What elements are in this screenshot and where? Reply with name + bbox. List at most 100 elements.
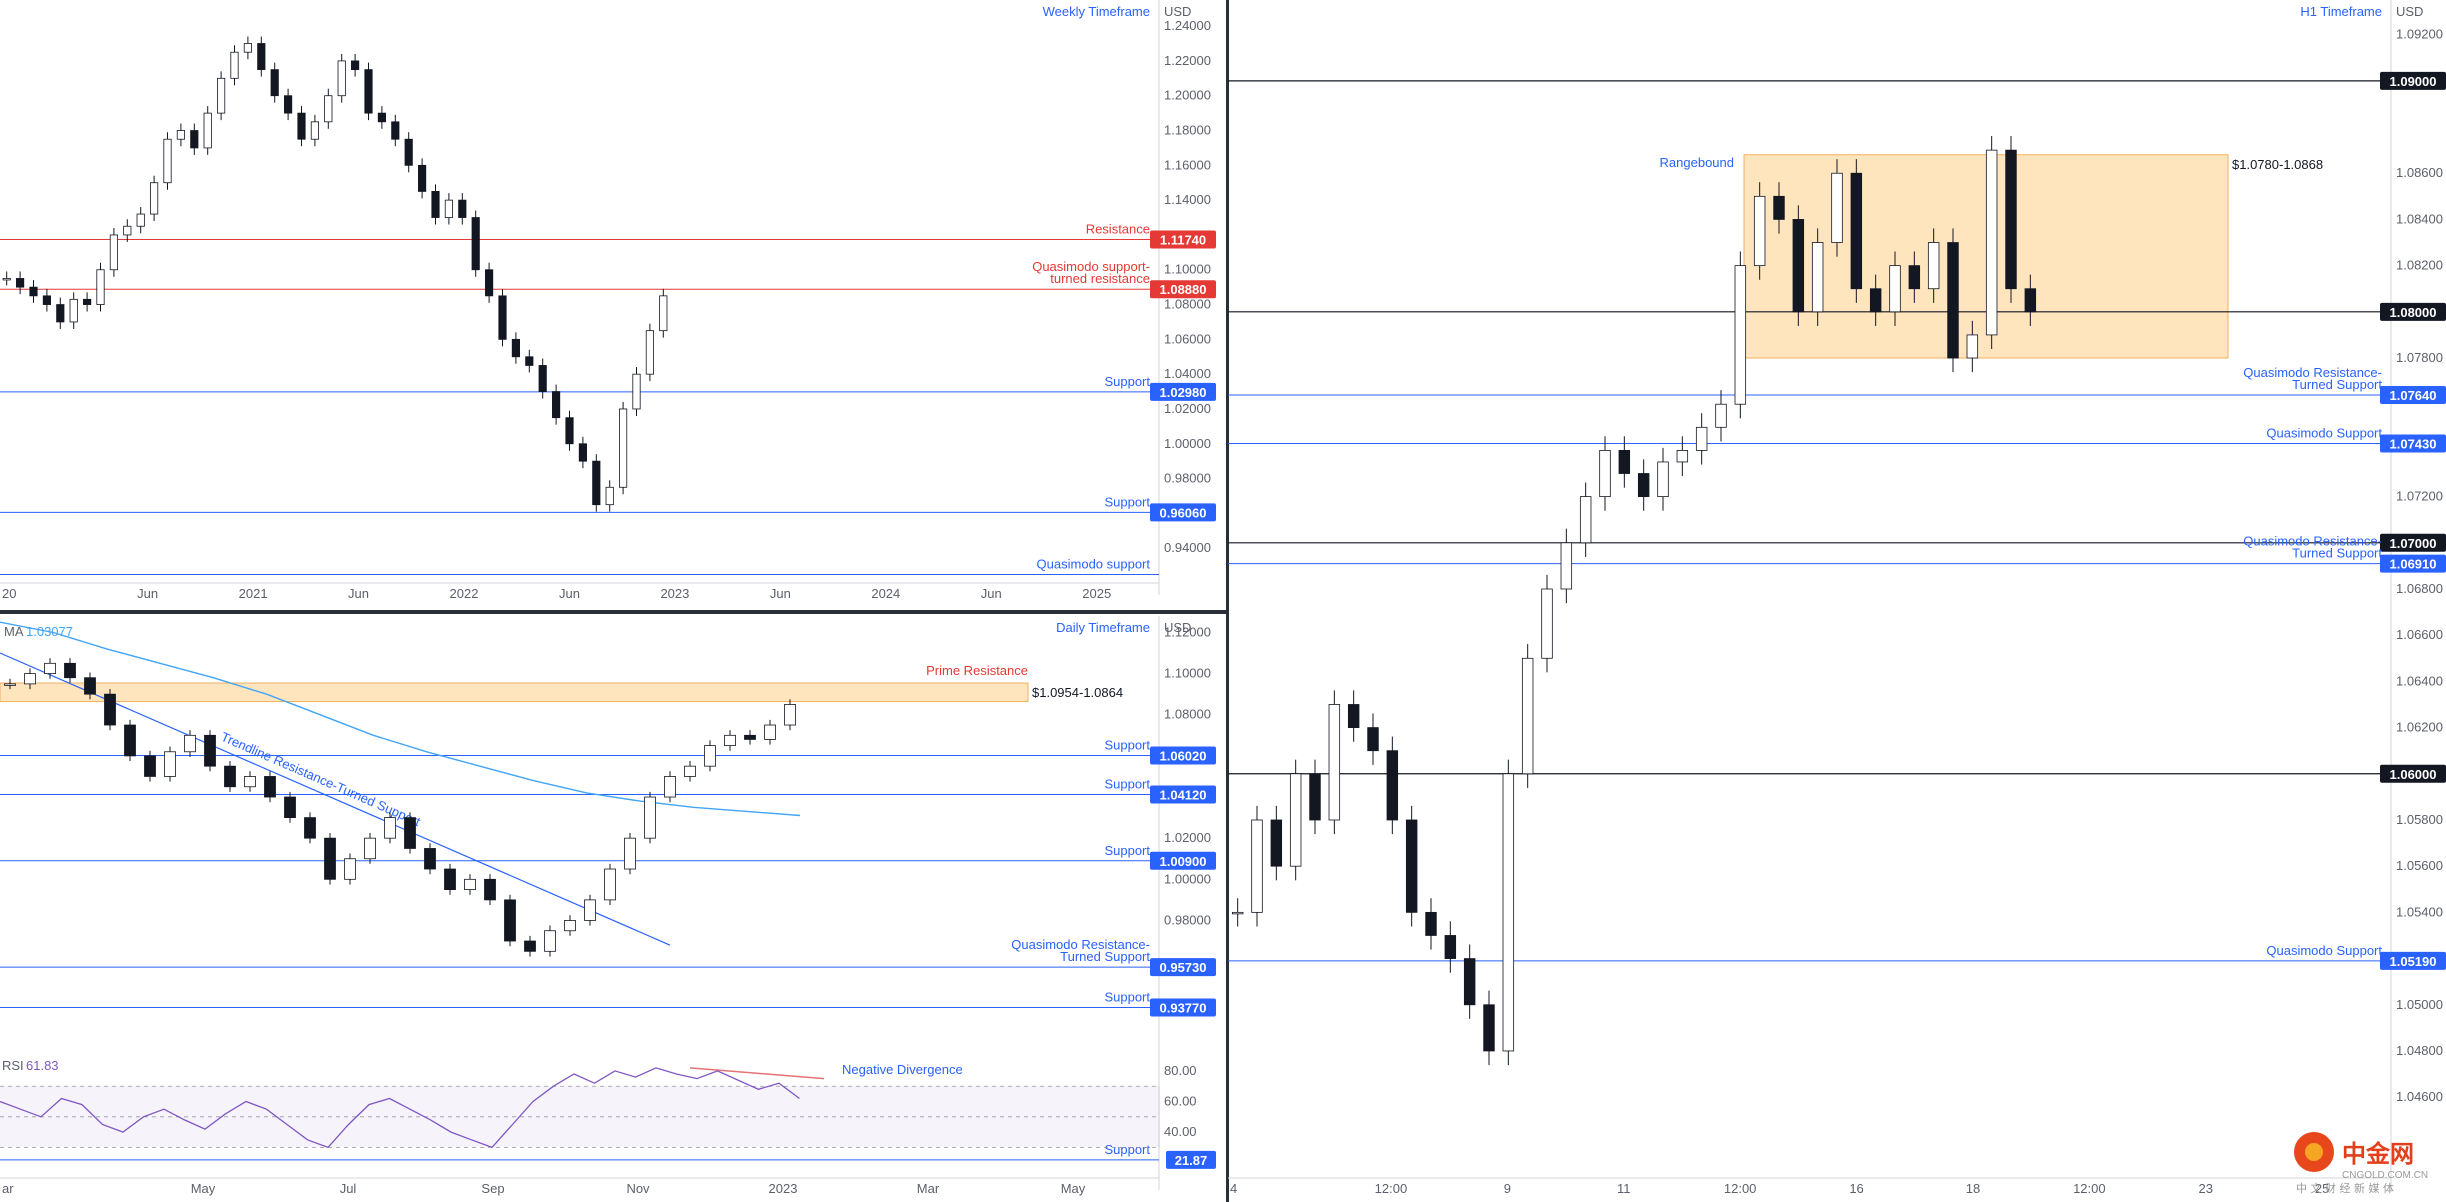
- y-tick-label: 1.06400: [2396, 673, 2443, 688]
- price-tag-label: 0.95730: [1160, 960, 1207, 975]
- price-tag-label: 1.07640: [2390, 388, 2437, 403]
- y-tick-label: 1.05800: [2396, 812, 2443, 827]
- axis-footer: [0, 1190, 1226, 1202]
- level-label: Resistance: [1086, 221, 1150, 236]
- candle: [364, 69, 373, 114]
- candle: [605, 486, 614, 506]
- x-tick-label: 12:00: [1375, 1181, 1408, 1196]
- candle: [471, 217, 480, 271]
- candle: [764, 724, 776, 740]
- x-tick-label: Jun: [981, 586, 1002, 601]
- candle: [304, 817, 316, 839]
- y-tick-label: 1.08200: [2396, 258, 2443, 273]
- price-tag: [2380, 434, 2446, 453]
- x-tick-label: ar: [2, 1181, 14, 1196]
- candle: [484, 878, 496, 901]
- candle: [344, 858, 356, 880]
- price-tag-label: 1.05190: [2390, 954, 2437, 969]
- candle: [1425, 911, 1437, 936]
- candle: [69, 298, 78, 323]
- candle: [176, 130, 185, 140]
- candle: [1270, 819, 1283, 867]
- y-tick-label: 1.16000: [1164, 157, 1211, 172]
- candle: [552, 391, 561, 419]
- candle: [1734, 265, 1747, 405]
- price-tag: [1150, 851, 1216, 870]
- candle: [270, 69, 279, 97]
- candle: [485, 269, 494, 297]
- price-tag-label: 1.07000: [2390, 536, 2437, 551]
- candle: [744, 734, 756, 740]
- y-tick-label: 1.08000: [1164, 707, 1211, 722]
- y-tick-label: 1.07800: [2396, 350, 2443, 365]
- price-tag: [1150, 230, 1216, 249]
- moving-average-line: [0, 621, 801, 817]
- chart-pane-3: 1.09200 1.08600 1.08400 1.08200 1.07800 1.072…: [1228, 0, 2446, 1196]
- level-label: turned resistance: [1050, 271, 1150, 286]
- candle: [364, 837, 376, 860]
- level-label: Support: [1104, 777, 1150, 792]
- y-tick-label: 0.98000: [1164, 471, 1211, 486]
- candle: [645, 330, 654, 375]
- x-tick-label: Jun: [137, 586, 158, 601]
- level-label: Quasimodo Support: [2266, 425, 2382, 440]
- candle: [1811, 242, 1824, 313]
- price-tag: [1166, 1150, 1216, 1169]
- candle: [564, 920, 576, 932]
- candle: [1985, 149, 1998, 336]
- candle: [444, 868, 456, 890]
- ma-value: 1.03077: [26, 624, 73, 639]
- x-tick-label: 2021: [239, 586, 268, 601]
- watermark-tagline: 中 文 财 经 新 媒 体: [2296, 1181, 2394, 1195]
- watermark-logo-icon: 中金网 CNGOLD.COM.CN 中 文 财 经 新 媒 体: [2294, 1132, 2428, 1195]
- level-label: Quasimodo support-: [1032, 259, 1150, 274]
- candle: [1483, 1004, 1495, 1052]
- candle: [404, 138, 413, 166]
- candle: [351, 60, 360, 71]
- x-tick-label: Mar: [917, 1181, 940, 1196]
- price-tag-label: 1.08880: [1160, 282, 1207, 297]
- level-label: Support: [1104, 843, 1150, 858]
- price-tag-label: 1.11740: [1160, 232, 1206, 247]
- zone-name-label: Prime Resistance: [926, 663, 1028, 678]
- candle: [2024, 288, 2037, 313]
- candle: [284, 796, 296, 818]
- price-tag-label: 1.04120: [1160, 788, 1207, 803]
- y-tick-label: 60.00: [1164, 1094, 1197, 1109]
- candle: [109, 234, 118, 271]
- level-label: Turned Support: [1060, 949, 1150, 964]
- x-tick-label: May: [191, 1181, 216, 1196]
- y-tick-label: 1.08400: [2396, 211, 2443, 226]
- candle: [337, 60, 346, 97]
- candle: [784, 704, 796, 726]
- level-label: Turned Support: [2292, 377, 2382, 392]
- candle: [604, 868, 616, 901]
- candle: [1309, 773, 1321, 821]
- candle: [1251, 819, 1263, 913]
- candle: [1328, 704, 1341, 821]
- candle: [704, 745, 716, 767]
- zone-range-label: $1.0780-1.0868: [2232, 157, 2323, 172]
- candle: [124, 724, 136, 757]
- candle: [44, 662, 56, 674]
- candle: [244, 776, 256, 788]
- candle: [384, 817, 396, 839]
- y-tick-label: 80.00: [1164, 1063, 1197, 1078]
- y-tick-label: 1.00000: [1164, 871, 1211, 886]
- x-tick-label: 12:00: [1724, 1181, 1757, 1196]
- y-tick-label: 0.94000: [1164, 540, 1211, 555]
- y-tick-label: 1.24000: [1164, 18, 1211, 33]
- x-tick-label: May: [1061, 1181, 1086, 1196]
- candle: [1869, 288, 1882, 313]
- candle: [284, 95, 293, 114]
- price-tag: [2380, 764, 2446, 783]
- candle: [1521, 657, 1534, 775]
- x-tick-label: 18: [1966, 1181, 1980, 1196]
- x-tick-label: 2023: [769, 1181, 798, 1196]
- candle: [538, 365, 547, 392]
- price-tag-label: 1.00900: [1160, 854, 1207, 869]
- x-tick-label: Jun: [770, 586, 791, 601]
- watermark-domain: CNGOLD.COM.CN: [2342, 1170, 2428, 1181]
- price-tag: [1150, 382, 1216, 401]
